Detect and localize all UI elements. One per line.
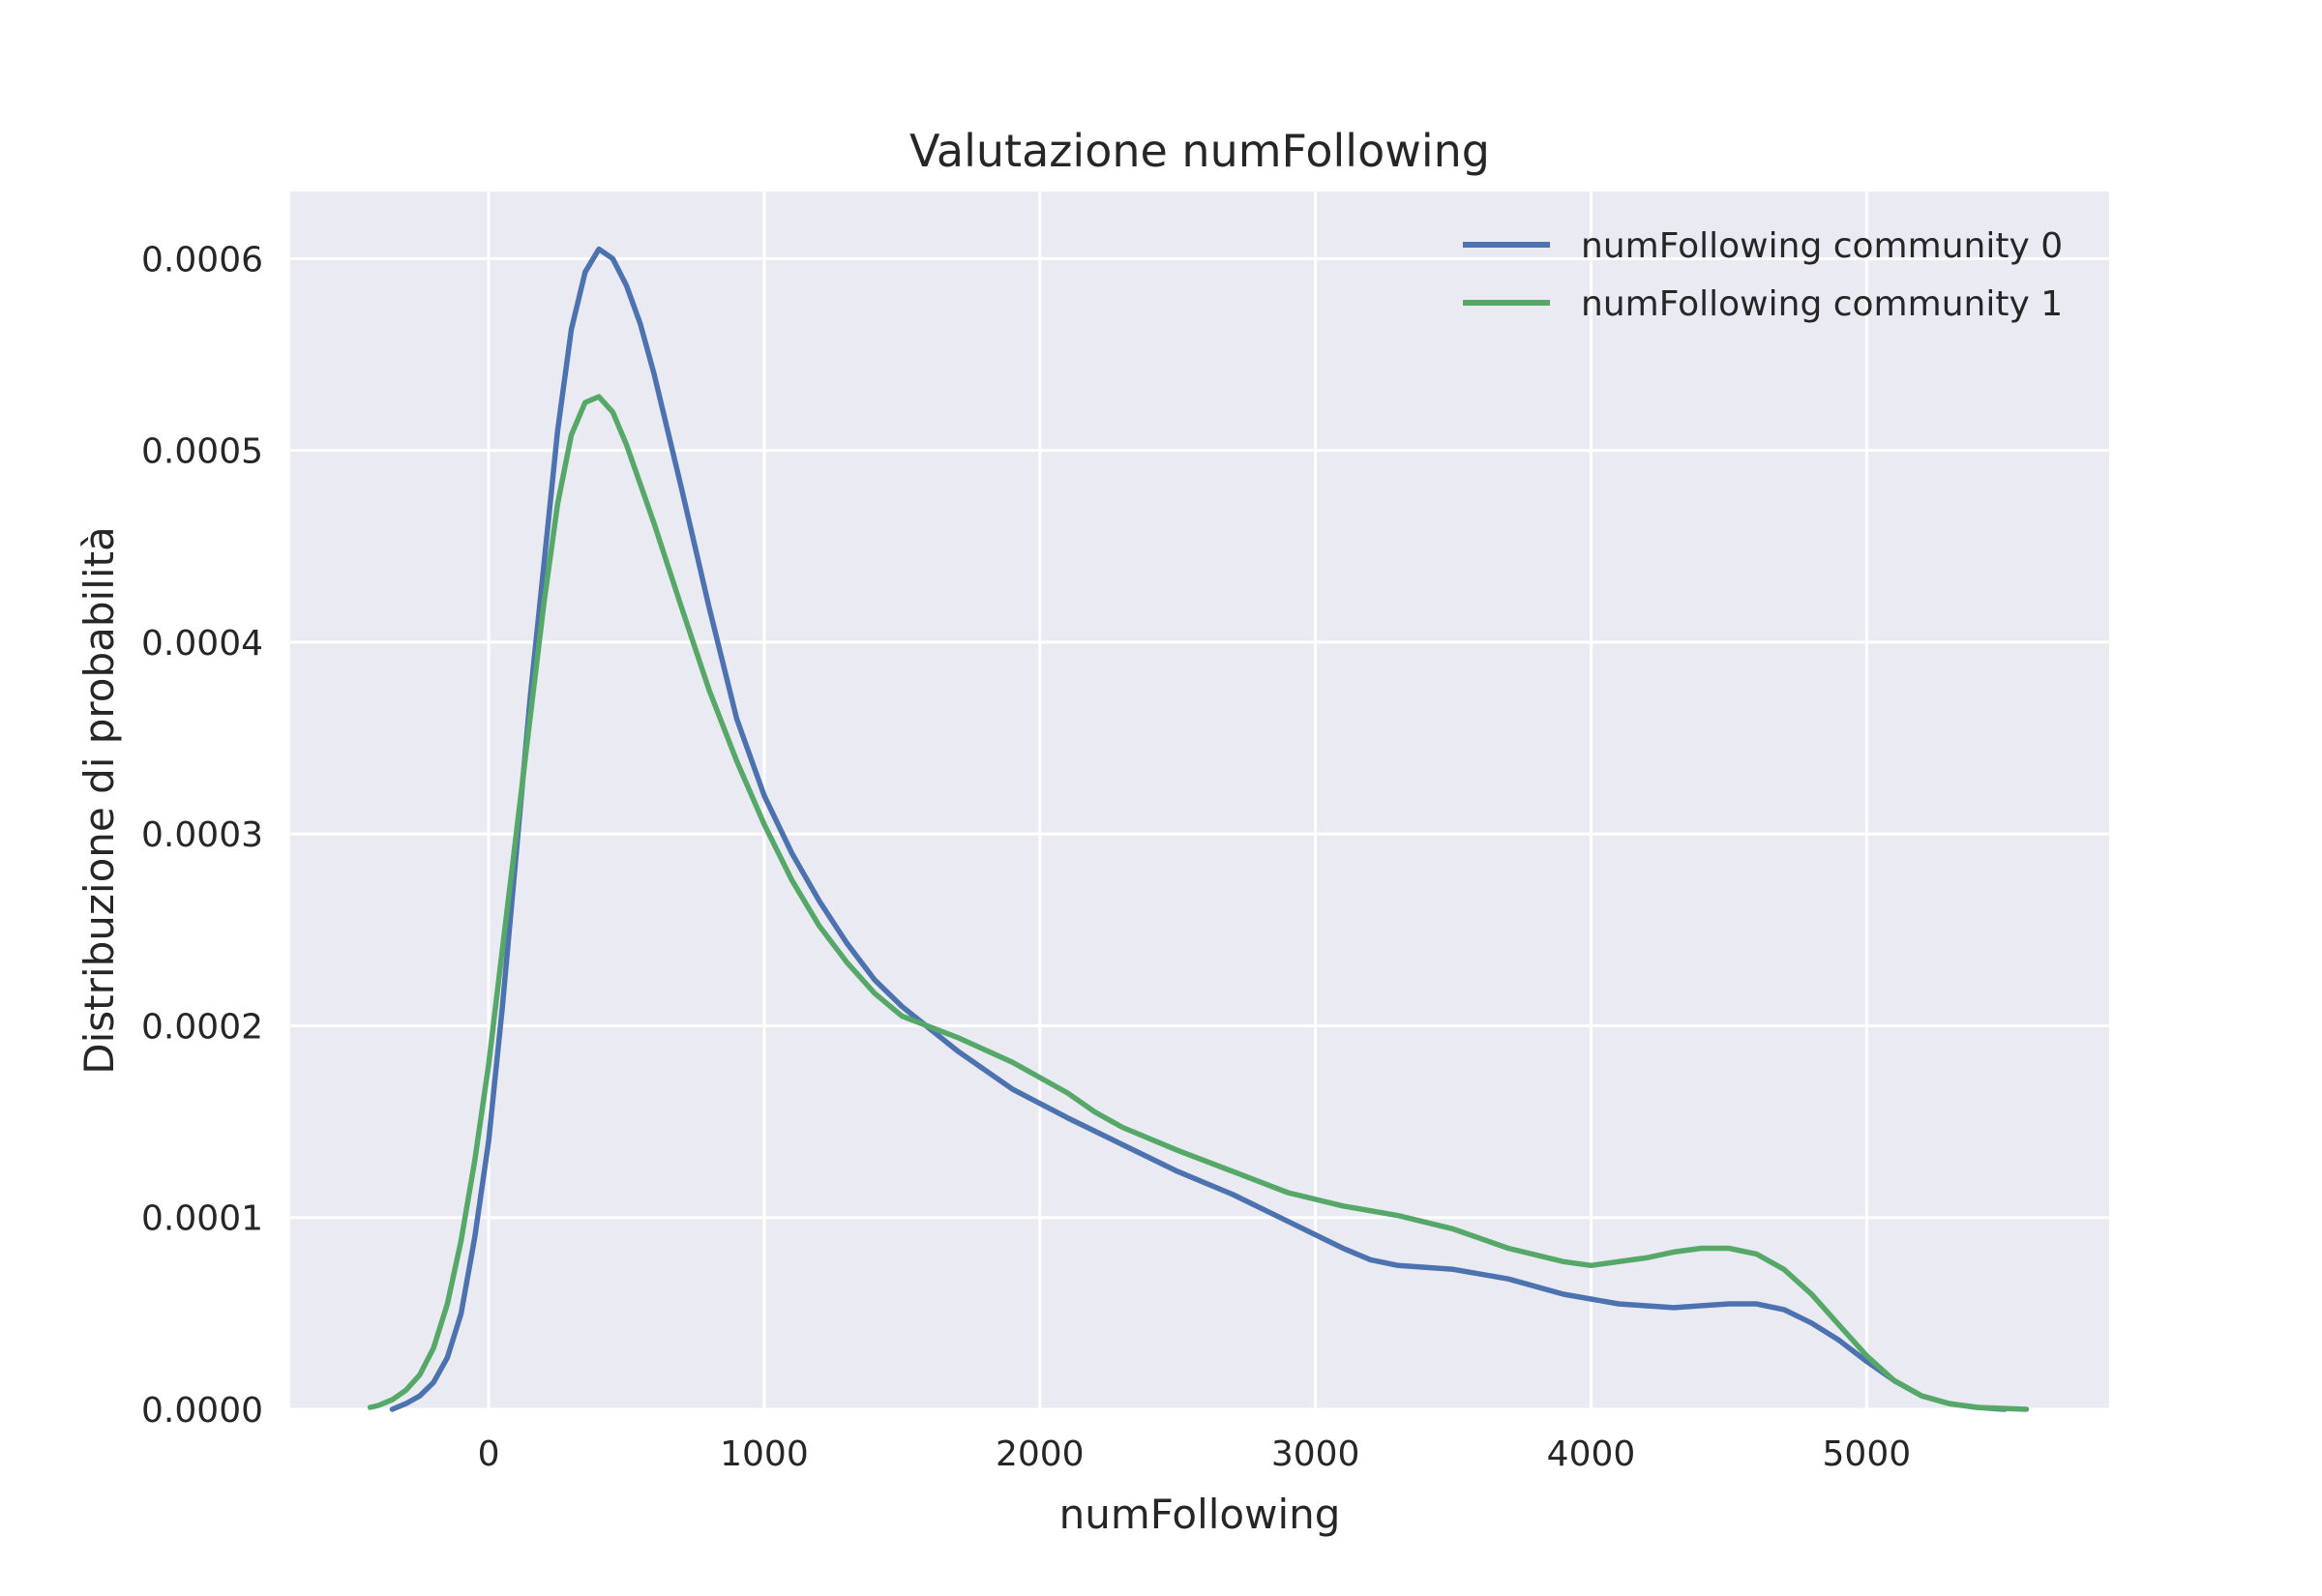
y-tick-label: 0.0003 [141,815,263,855]
y-tick-label: 0.0001 [141,1199,263,1239]
y-tick-label: 0.0000 [141,1391,263,1431]
y-tick-label: 0.0004 [141,624,263,664]
plot-area [290,192,2109,1409]
y-axis: 0.0000 0.0001 0.0002 0.0003 0.0004 0.0005 0.00… [141,240,263,1431]
legend: numFollowing community 0 numFollowing com… [1463,226,2063,324]
y-axis-label: Distribuzione di probabilità [75,526,123,1074]
chart-title: Valutazione numFollowing [909,125,1490,177]
x-tick-label: 2000 [996,1434,1085,1474]
y-tick-label: 0.0005 [141,432,263,472]
series-line-1 [367,394,2030,1412]
x-tick-label: 1000 [720,1434,809,1474]
y-tick-label: 0.0002 [141,1007,263,1047]
x-tick-label: 5000 [1823,1434,1912,1474]
x-axis-label: numFollowing [1059,1491,1341,1538]
x-axis: 0 1000 2000 3000 4000 5000 [478,1434,1912,1474]
legend-label-1: numFollowing community 1 [1581,284,2063,324]
series-layer [367,246,2030,1412]
x-tick-label: 3000 [1271,1434,1360,1474]
y-tick-label: 0.0006 [141,240,263,280]
x-tick-label: 4000 [1547,1434,1636,1474]
legend-label-0: numFollowing community 0 [1581,226,2063,266]
x-tick-label: 0 [478,1434,500,1474]
